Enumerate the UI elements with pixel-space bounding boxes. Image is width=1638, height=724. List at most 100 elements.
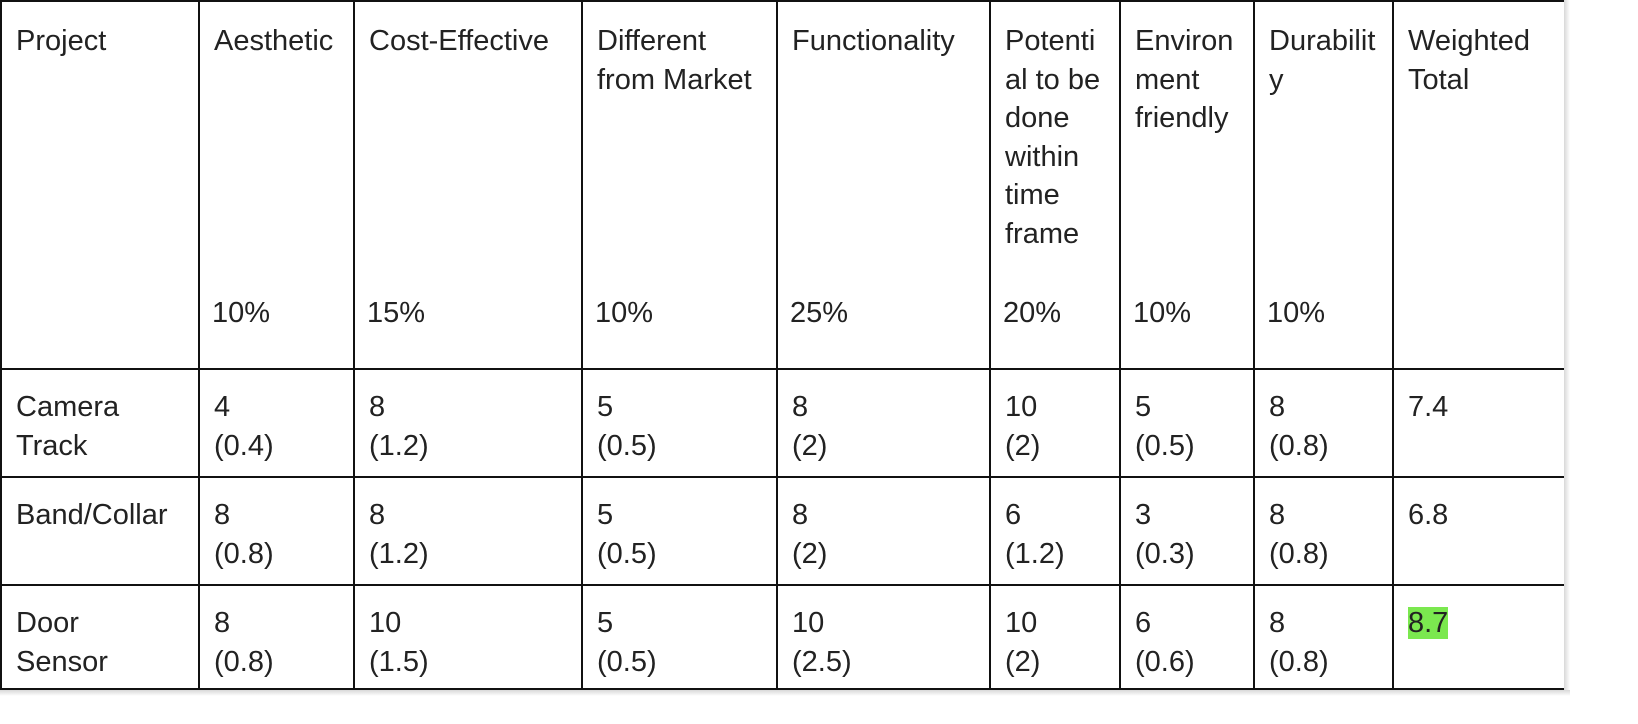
- header-cell-functionality: Functionality 25%: [776, 0, 991, 370]
- score-cell: 10 (2): [989, 368, 1121, 478]
- weighted-score: (0.3): [1135, 537, 1195, 570]
- weighted-score: (0.8): [1269, 537, 1329, 570]
- header-weight: 20%: [1003, 297, 1062, 329]
- score: 5: [597, 391, 614, 423]
- weighted-score: (0.8): [214, 645, 274, 678]
- score: 10: [792, 607, 825, 639]
- header-label: Durabilit y: [1269, 25, 1376, 96]
- score-cell: 8 (0.8): [1253, 584, 1394, 690]
- score-cell: 10 (2.5): [776, 584, 991, 690]
- total-cell: 8.7: [1392, 584, 1566, 690]
- score: 8: [369, 499, 386, 531]
- weighted-score: (2): [1005, 645, 1041, 678]
- weighted-total: 7.4: [1408, 391, 1449, 423]
- header-label: Potenti al to be done within time frame: [1005, 25, 1101, 250]
- score-cell: 5 (0.5): [581, 368, 778, 478]
- header-cell-aesthetic: Aesthetic 10%: [198, 0, 355, 370]
- score: 10: [369, 607, 402, 639]
- weighted-score: (1.2): [369, 537, 429, 570]
- score: 5: [597, 499, 614, 531]
- project-cell: Band/Collar: [0, 476, 200, 586]
- score-cell: 8 (2): [776, 476, 991, 586]
- score: 8: [1269, 499, 1286, 531]
- score-cell: 8 (0.8): [1253, 368, 1394, 478]
- weighted-score: (1.2): [369, 429, 429, 462]
- header-cell-cost-effective: Cost-Effective 15%: [353, 0, 583, 370]
- weighted-score: (0.5): [597, 429, 657, 462]
- score-cell: 8 (0.8): [198, 476, 355, 586]
- score: 6: [1005, 499, 1022, 531]
- weighted-score: (0.8): [214, 537, 274, 570]
- table-shadow-bottom: [0, 690, 1570, 696]
- score-cell: 10 (2): [989, 584, 1121, 690]
- header-weight: 25%: [790, 297, 849, 329]
- score: 8: [792, 499, 809, 531]
- score: 10: [1005, 391, 1038, 423]
- header-cell-durability: Durabilit y 10%: [1253, 0, 1394, 370]
- score: 6: [1135, 607, 1152, 639]
- score: 8: [214, 499, 231, 531]
- score: 4: [214, 391, 231, 423]
- decision-matrix-table: Project Aesthetic 10% Cost-Effective 15%…: [0, 0, 1566, 690]
- score: 8: [1269, 391, 1286, 423]
- header-row: Project Aesthetic 10% Cost-Effective 15%…: [0, 0, 1566, 370]
- weighted-score: (0.4): [214, 429, 274, 462]
- score-cell: 5 (0.5): [1119, 368, 1255, 478]
- project-name: Band/Collar: [16, 499, 168, 531]
- score-cell: 10 (1.5): [353, 584, 583, 690]
- weighted-score: (0.5): [597, 645, 657, 678]
- score-cell: 8 (2): [776, 368, 991, 478]
- weighted-score: (2): [792, 429, 828, 462]
- score-cell: 8 (1.2): [353, 476, 583, 586]
- weighted-total-highlighted: 8.7: [1408, 607, 1449, 639]
- weighted-score: (0.8): [1269, 645, 1329, 678]
- header-cell-environment-friendly: Environ ment friendly 10%: [1119, 0, 1255, 370]
- score-cell: 6 (0.6): [1119, 584, 1255, 690]
- header-weight: 10%: [212, 297, 271, 329]
- score-cell: 5 (0.5): [581, 584, 778, 690]
- total-cell: 6.8: [1392, 476, 1566, 586]
- header-label: Different from Market: [597, 25, 752, 96]
- project-cell: Camera Track: [0, 368, 200, 478]
- project-name: Door Sensor: [16, 607, 108, 678]
- header-label: Weighted Total: [1408, 25, 1530, 96]
- score-cell: 4 (0.4): [198, 368, 355, 478]
- header-label: Cost-Effective: [369, 25, 549, 57]
- weighted-score: (0.8): [1269, 429, 1329, 462]
- table-row: Band/Collar 8 (0.8) 8 (1.2) 5 (0.5) 8 (2) 6(…: [0, 476, 1566, 586]
- table-shadow-right: [1564, 0, 1570, 690]
- header-label: Functionality: [792, 25, 955, 57]
- weighted-score: (1.2): [1005, 537, 1065, 570]
- score: 3: [1135, 499, 1152, 531]
- weighted-score: (1.5): [369, 645, 429, 678]
- score: 8: [792, 391, 809, 423]
- header-cell-project: Project: [0, 0, 200, 370]
- header-cell-different-from-market: Different from Market 10%: [581, 0, 778, 370]
- header-cell-potential-timeframe: Potenti al to be done within time frame 20%: [989, 0, 1121, 370]
- header-weight: 10%: [1267, 297, 1326, 329]
- weighted-score: (0.5): [1135, 429, 1195, 462]
- weighted-total: 6.8: [1408, 499, 1449, 531]
- score: 5: [597, 607, 614, 639]
- project-name: Camera Track: [16, 391, 120, 462]
- score-cell: 8 (1.2): [353, 368, 583, 478]
- project-cell: Door Sensor: [0, 584, 200, 690]
- score-cell: 5 (0.5): [581, 476, 778, 586]
- table-row: Camera Track 4 (0.4) 8 (1.2) 5 (0.5) 8 (2) 10…: [0, 368, 1566, 478]
- header-weight: 10%: [1133, 297, 1192, 329]
- total-cell: 7.4: [1392, 368, 1566, 478]
- header-label: Aesthetic: [214, 25, 334, 57]
- score: 8: [369, 391, 386, 423]
- score: 10: [1005, 607, 1038, 639]
- score: 8: [214, 607, 231, 639]
- score-cell: 8 (0.8): [198, 584, 355, 690]
- table-row: Door Sensor 8 (0.8) 10 (1.5) 5 (0.5) 10 (2.5)…: [0, 584, 1566, 690]
- header-label: Project: [16, 25, 107, 57]
- header-cell-weighted-total: Weighted Total: [1392, 0, 1566, 370]
- header-label: Environ ment friendly: [1135, 25, 1234, 134]
- weighted-score: (2): [1005, 429, 1041, 462]
- weighted-score: (0.5): [597, 537, 657, 570]
- weighted-score: (2): [792, 537, 828, 570]
- score-cell: 6 (1.2): [989, 476, 1121, 586]
- header-weight: 10%: [595, 297, 654, 329]
